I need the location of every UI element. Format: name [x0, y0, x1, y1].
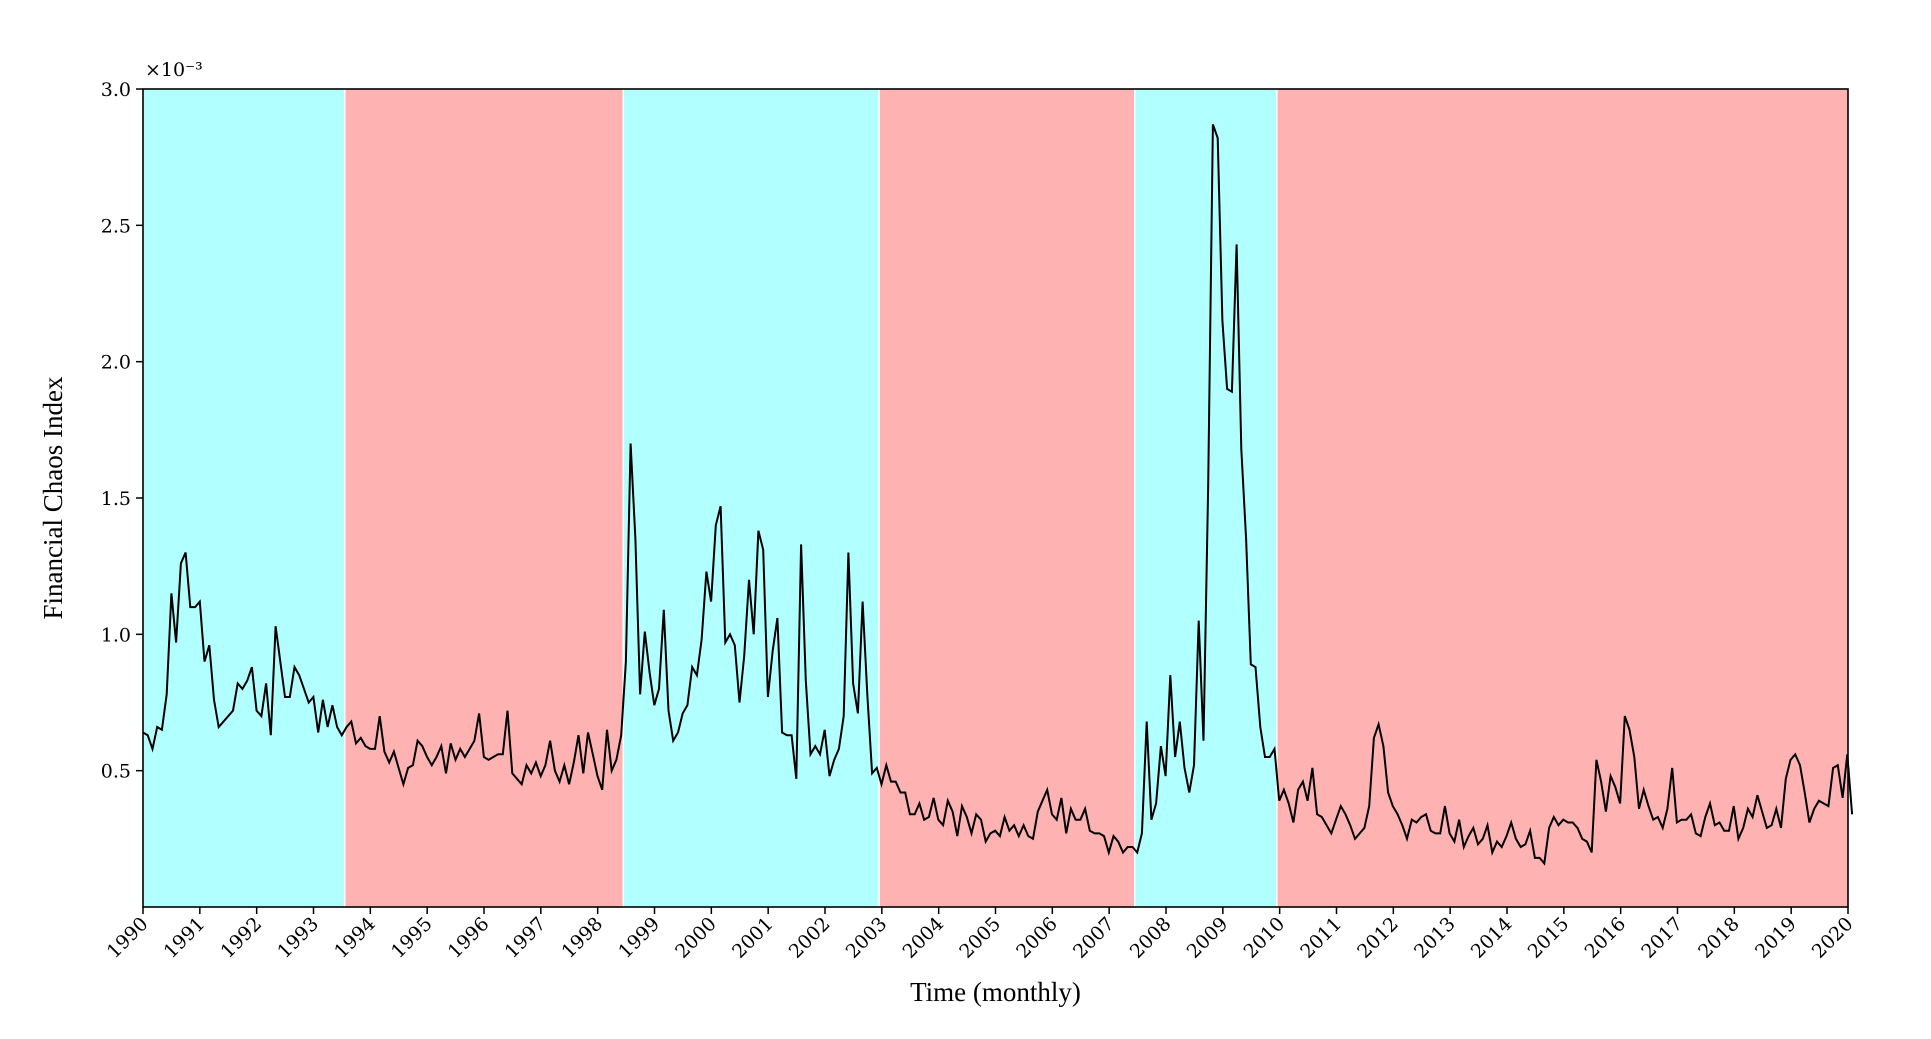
x-tick-label: 1992: [216, 913, 266, 963]
y-tick-label: 2.5: [101, 215, 131, 237]
x-tick-label: 1998: [557, 913, 607, 963]
x-tick-label: 2017: [1637, 913, 1687, 963]
x-tick-label: 2000: [671, 913, 721, 963]
x-tick-label: 2001: [728, 913, 778, 963]
x-tick-label: 2004: [898, 913, 948, 963]
y-axis-ticks: 0.5 1.0 1.5 2.0 2.5 3.0: [101, 79, 143, 783]
x-tick-label: 1999: [614, 913, 664, 963]
x-tick-label: 2012: [1353, 913, 1403, 963]
chaos-index-line: [142, 124, 1854, 866]
regime-band-red: [1276, 89, 1848, 907]
x-axis-ticks: 1990 1991 1992 1993 1994 1995 1996 1997 1998 1999…: [103, 907, 1858, 963]
regime-band-cyan: [143, 89, 345, 907]
x-tick-label: 2011: [1296, 913, 1346, 963]
y-tick-label: 0.5: [101, 761, 131, 783]
x-tick-label: 1995: [387, 913, 437, 963]
x-tick-label: 2007: [1069, 913, 1119, 963]
x-tick-label: 2003: [842, 913, 892, 963]
y-tick-label: 3.0: [101, 79, 131, 101]
x-tick-label: 2014: [1467, 913, 1517, 963]
x-tick-label: 1991: [160, 913, 210, 963]
x-tick-label: 2015: [1524, 913, 1574, 963]
x-tick-label: 1993: [273, 913, 323, 963]
x-tick-label: 2005: [955, 913, 1005, 963]
regime-band-red: [344, 89, 624, 907]
x-tick-label: 1990: [103, 913, 153, 963]
y-exponent-label: ×10⁻³: [145, 59, 203, 81]
x-tick-label: 2016: [1580, 913, 1630, 963]
x-tick-label: 2010: [1239, 913, 1289, 963]
x-tick-label: 2002: [785, 913, 835, 963]
x-tick-label: 1997: [501, 913, 551, 963]
regime-band-cyan: [1134, 89, 1277, 907]
y-tick-label: 1.5: [101, 488, 131, 510]
x-tick-label: 2018: [1694, 913, 1744, 963]
x-tick-label: 2020: [1808, 913, 1858, 963]
x-tick-label: 2006: [1012, 913, 1062, 963]
x-tick-label: 2008: [1126, 913, 1176, 963]
x-tick-label: 1994: [330, 913, 380, 963]
regime-band-red: [878, 89, 1135, 907]
regime-band-cyan: [623, 89, 879, 907]
y-tick-label: 1.0: [101, 624, 131, 646]
y-tick-label: 2.0: [101, 352, 131, 374]
x-tick-label: 2009: [1183, 913, 1233, 963]
y-axis-title: Financial Chaos Index: [38, 376, 68, 619]
regime-bands: [143, 89, 1848, 907]
x-tick-label: 2013: [1410, 913, 1460, 963]
x-tick-label: 2019: [1751, 913, 1801, 963]
x-axis-title: Time (monthly): [910, 977, 1081, 1007]
x-tick-label: 1996: [444, 913, 494, 963]
